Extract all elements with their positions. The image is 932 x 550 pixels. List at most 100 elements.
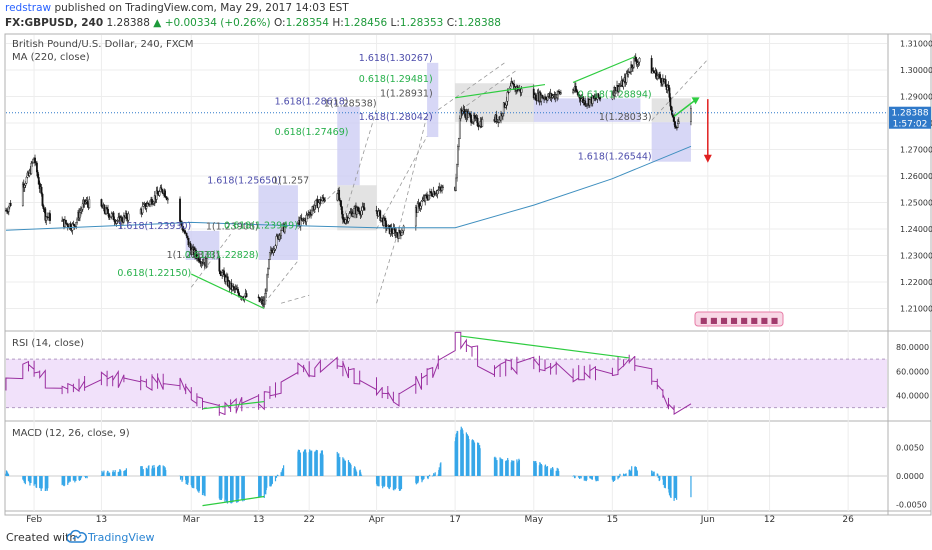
candle-body [9,203,12,206]
fib-box [427,62,439,138]
macd-bar [619,473,621,476]
macd-bar [384,476,386,486]
candle-body [44,208,47,221]
candle-body [458,118,461,139]
candle-body [73,224,76,226]
candle-body [340,200,342,207]
macd-bar [507,459,509,476]
rsi-axis-ticks: 80.0000 60.0000 40.0000 [896,343,929,401]
macd-histogram [5,426,692,504]
candle-body [353,208,355,214]
macd-bar [631,466,633,476]
macd-bar [360,474,362,476]
macd-bar [198,476,200,491]
low-value: 1.28353 [399,17,444,29]
candle-body [614,87,617,94]
macd-bar [473,442,476,476]
candle-body [185,232,188,237]
up-arrow-icon: ▲ [153,17,162,29]
candle-body [21,183,24,206]
candle-body [650,58,653,74]
candle-body [576,91,579,95]
macd-bar [322,454,324,476]
macd-bar [266,476,268,488]
candle-body [61,220,64,222]
candle-body [79,210,82,213]
macd-bar [80,476,83,478]
candle-body [311,209,313,215]
macd-bar [311,450,313,476]
price-tick-label: 1.25000 [900,199,932,208]
fib-label: 1(1.22833) [167,250,220,261]
events-marker-row[interactable]: ■ ■ ■ ■ ■ ■ ■ ■ [694,311,784,327]
macd-bar [659,476,661,481]
candle-body [463,109,466,114]
macd-bar [360,472,362,476]
rsi-band [6,359,887,408]
macd-bar [260,476,262,497]
fib-label: 1(1.23906) [206,221,259,232]
macd-bar [573,475,575,476]
created-with-text: Created with [6,531,77,544]
macd-bar [597,476,599,482]
candle-body [419,205,422,209]
macd-bar [501,459,504,476]
candle-body [112,212,115,221]
candle-body [42,205,45,209]
trend-line-green [191,273,265,310]
badge-countdown-text: 1:57:02 [893,120,928,130]
close-value: 1.28388 [457,17,501,29]
candle-body [145,206,148,209]
price-tick-label: 1.21000 [900,305,932,314]
macd-bar [7,474,10,476]
candle-body [396,232,399,235]
rsi-tick-label: 80.0000 [896,343,929,352]
candle-body [274,245,277,250]
candle-body [599,97,602,100]
macd-bar [440,462,442,476]
dashed-projection [297,188,338,230]
candle-body [667,85,670,88]
candle-body [416,203,419,213]
events-marker-bg [694,311,784,327]
symbol-label: FX:GBPUSD, 240 [5,17,104,29]
candle-body [442,186,444,189]
macd-bar [221,476,223,499]
macd-bar [427,476,429,480]
macd-bar [64,476,66,486]
author-link[interactable]: redstraw [5,2,52,14]
candle-body [166,198,169,201]
macd-bar [479,448,481,476]
candle-body [436,190,439,195]
candle-body [149,200,152,205]
macd-bar [271,476,273,484]
candle-body [352,213,355,217]
macd-bar [41,476,43,489]
price-tick-label: 1.26000 [900,172,932,181]
macd-bar [274,476,277,482]
tradingview-brand[interactable]: TradingView [88,531,155,544]
candle-body [348,213,351,219]
candle-body [80,209,83,212]
last-price: 1.28388 [106,17,150,29]
time-tick-label: Apr [369,515,385,525]
candle-body [556,94,559,99]
open-label: O: [273,17,286,29]
candle-body [401,230,404,233]
candle-body [634,56,637,62]
publish-line: redstraw published on TradingView.com, M… [5,1,349,15]
candle-body [197,255,200,262]
macd-bar [179,476,182,480]
candle-body [224,276,227,282]
macd-bar [657,473,659,476]
macd-axis-ticks: 0.0050 0.0000 -0.0050 [896,444,927,510]
candle-body [625,72,628,83]
fib-label: 1.618(1.26544) [578,152,652,163]
macd-bar [339,457,341,476]
candle-body [456,164,458,179]
candle-body [384,218,386,221]
chart-canvas[interactable]: 1.618(1.30267) 0.618(1.29481) 1(1.28931) 1.… [0,0,932,527]
macd-bar [120,470,122,476]
candle-body [441,187,443,191]
candle-body [41,193,44,206]
